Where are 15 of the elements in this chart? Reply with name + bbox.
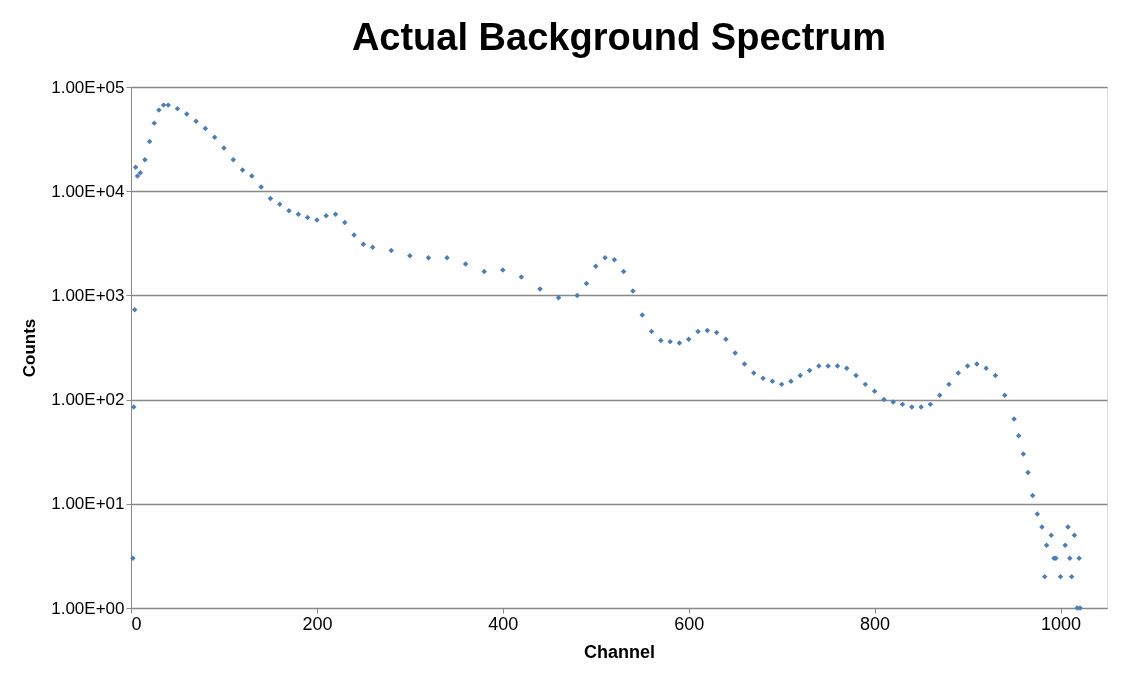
x-tick-label: 1000 — [1041, 613, 1082, 634]
y-tick-label: 1.00E+02 — [51, 390, 125, 410]
y-tick-label: 1.00E+04 — [51, 181, 125, 201]
y-axis-title: Counts — [20, 318, 40, 378]
x-tick-label: 200 — [302, 613, 333, 634]
y-tick-label: 1.00E+05 — [51, 77, 125, 97]
y-tick-label: 1.00E+00 — [51, 598, 125, 618]
x-axis-title: Channel — [583, 641, 656, 662]
y-tick-label: 1.00E+03 — [51, 285, 125, 305]
chart-title: Actual Background Spectrum — [351, 16, 887, 58]
x-tick-label: 0 — [131, 613, 142, 634]
x-tick-label: 800 — [860, 613, 891, 634]
x-tick-label: 600 — [674, 613, 705, 634]
x-tick-label: 400 — [488, 613, 519, 634]
y-tick-label: 1.00E+01 — [51, 494, 125, 514]
